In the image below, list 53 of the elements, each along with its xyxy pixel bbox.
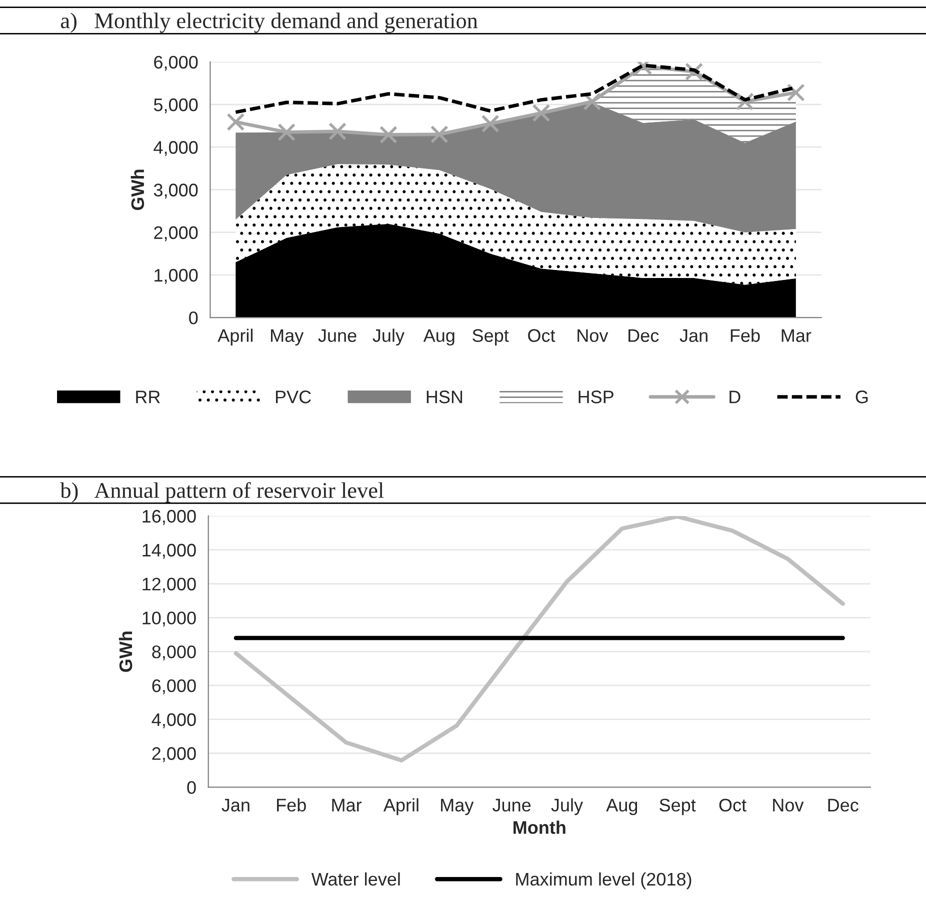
x-tick-label: Mar xyxy=(782,329,812,342)
y-tick-label: 4,000 xyxy=(152,713,196,728)
x-tick-label: July xyxy=(551,798,584,816)
y-tick-label: 0 xyxy=(189,312,198,324)
x-tick-label: June xyxy=(492,798,531,812)
legend-label: RR xyxy=(136,390,160,404)
y-tick-label: 14,000 xyxy=(142,544,196,559)
y-tick-label: 4,000 xyxy=(154,141,198,156)
chart-title: a) Monthly electricity demand and generation xyxy=(60,12,478,33)
y-tick-label: 6,000 xyxy=(152,679,196,694)
legend-label: PVC xyxy=(276,390,311,404)
y-tick-label: 6,000 xyxy=(154,56,198,71)
chart-title: b) Annual pattern of reservoir level xyxy=(60,482,384,502)
x-tick-label: Feb xyxy=(277,798,306,812)
y-axis-title: GWh xyxy=(130,170,144,210)
y-tick-label: 3,000 xyxy=(154,184,198,199)
x-tick-label: June xyxy=(318,329,356,342)
x-tick-label: July xyxy=(372,328,404,346)
x-tick-label: Mar xyxy=(332,798,362,812)
legend-label: Water level xyxy=(311,872,400,886)
x-tick-label: Dec xyxy=(828,798,858,812)
x-tick-label: Oct xyxy=(528,329,556,342)
x-tick-label: Jan xyxy=(680,329,708,342)
y-tick-label: 2,000 xyxy=(154,226,198,242)
y-tick-label: 8,000 xyxy=(152,645,196,660)
x-tick-label: April xyxy=(218,328,253,346)
legend-label: D xyxy=(730,390,740,404)
y-tick-label: 2,000 xyxy=(152,747,196,762)
x-tick-label: Aug xyxy=(606,798,638,816)
legend-label: HSP xyxy=(578,390,614,404)
y-axis-title: GWh xyxy=(118,632,132,672)
legend-label: G xyxy=(856,390,868,404)
x-tick-label: May xyxy=(271,329,304,346)
y-tick-label: 5,000 xyxy=(154,98,198,114)
x-tick-label: Sept xyxy=(472,329,509,346)
legend-label: HSN xyxy=(426,390,462,404)
legend-label: Maximum level (2018) xyxy=(516,872,692,890)
y-tick-label: 0 xyxy=(187,781,196,794)
x-tick-label: Jan xyxy=(222,798,250,812)
x-tick-label: Aug xyxy=(423,329,454,346)
y-tick-label: 16,000 xyxy=(142,510,196,525)
y-tick-label: 10,000 xyxy=(142,612,196,627)
x-tick-label: Dec xyxy=(628,329,659,342)
x-tick-label: April xyxy=(383,798,418,816)
x-axis-title: Month xyxy=(514,820,566,834)
x-tick-label: Sept xyxy=(660,798,696,816)
y-tick-label: 12,000 xyxy=(142,578,196,593)
x-tick-label: Nov xyxy=(773,798,804,812)
x-tick-label: Oct xyxy=(719,798,746,812)
x-tick-label: Nov xyxy=(578,329,608,342)
y-tick-label: 1,000 xyxy=(154,268,198,284)
x-tick-label: Feb xyxy=(730,328,760,342)
x-tick-label: May xyxy=(441,798,474,816)
